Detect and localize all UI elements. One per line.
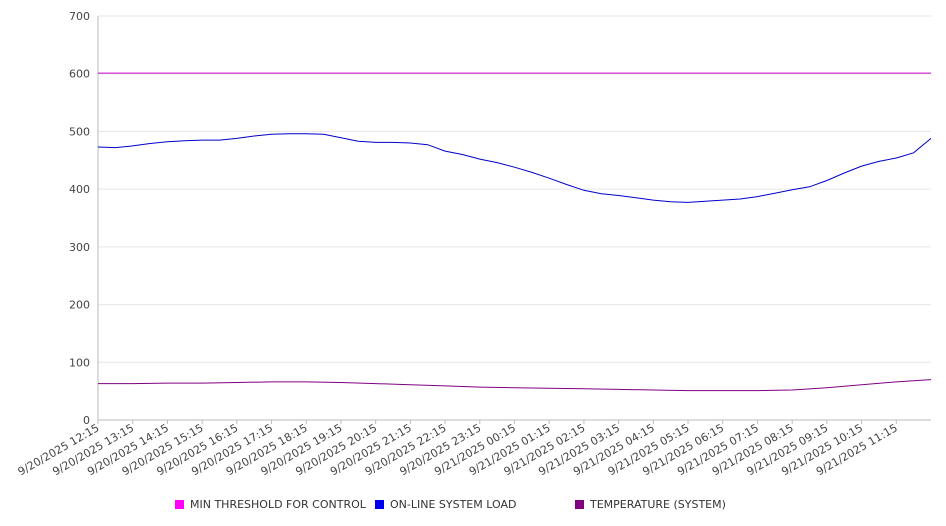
- y-tick-label: 500: [69, 125, 90, 138]
- series-lines: [97, 72, 932, 392]
- y-tick-label: 400: [69, 183, 90, 196]
- legend-label-threshold: MIN THRESHOLD FOR CONTROL: [190, 498, 366, 511]
- legend-item-system-load[interactable]: ON-LINE SYSTEM LOAD: [375, 498, 516, 511]
- series-line-system-load: [97, 133, 932, 203]
- y-tick-label: 100: [69, 356, 90, 369]
- y-tick-label: 700: [69, 10, 90, 23]
- series-line-temperature: [98, 379, 932, 392]
- legend: MIN THRESHOLD FOR CONTROL ON-LINE SYSTEM…: [0, 498, 946, 516]
- y-tick-label: 0: [83, 414, 90, 427]
- y-tick-label: 200: [69, 299, 90, 312]
- legend-item-threshold[interactable]: MIN THRESHOLD FOR CONTROL: [175, 498, 366, 511]
- gridlines: [98, 15, 931, 363]
- legend-swatch-temperature: [575, 500, 584, 509]
- x-tick-labels: 9/20/2025 12:159/20/2025 13:159/20/2025 …: [16, 420, 900, 478]
- legend-swatch-threshold: [175, 500, 184, 509]
- legend-swatch-system-load: [375, 500, 384, 509]
- y-tick-label: 300: [69, 241, 90, 254]
- y-tick-label: 600: [69, 68, 90, 81]
- axes: [97, 16, 931, 421]
- legend-item-temperature[interactable]: TEMPERATURE (SYSTEM): [575, 498, 726, 511]
- y-tick-labels: 0 100 200 300 400 500 600 700: [69, 10, 90, 427]
- legend-label-temperature: TEMPERATURE (SYSTEM): [590, 498, 726, 511]
- legend-label-system-load: ON-LINE SYSTEM LOAD: [390, 498, 517, 511]
